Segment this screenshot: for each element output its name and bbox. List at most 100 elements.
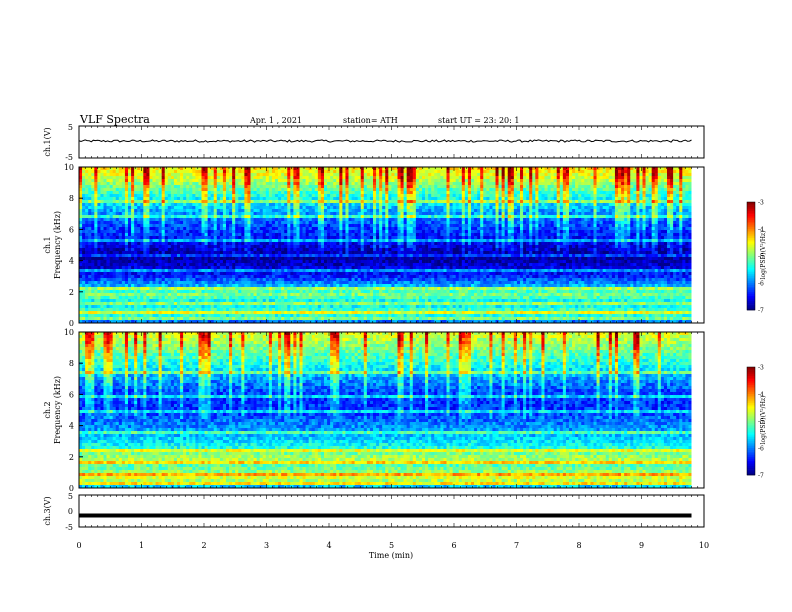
- spectrogram-cell: [115, 263, 120, 267]
- spectrogram-cell: [143, 209, 147, 213]
- spectrogram-cell: [167, 206, 172, 210]
- spectrogram-cell: [333, 182, 337, 186]
- spectrogram-cell: [118, 179, 123, 183]
- spectrogram-cell: [170, 224, 175, 228]
- spectrogram-cell: [299, 269, 303, 273]
- spectrogram-cell: [311, 305, 316, 309]
- spectrogram-cell: [232, 200, 236, 204]
- spectrogram-cell: [216, 308, 221, 312]
- spectrogram-cell: [219, 305, 224, 309]
- spectrogram-cell: [324, 242, 328, 246]
- spectrogram-cell: [229, 305, 233, 309]
- spectrogram-cell: [177, 200, 181, 204]
- spectrogram-cell: [213, 218, 218, 222]
- spectrogram-cell: [357, 176, 362, 180]
- spectrogram-cell: [186, 248, 190, 252]
- spectrogram-cell: [177, 242, 181, 246]
- spectrogram-cell: [299, 281, 303, 285]
- spectrogram-cell: [85, 308, 89, 312]
- spectrogram-cell: [253, 296, 257, 300]
- spectrogram-cell: [308, 188, 313, 192]
- spectrogram-cell: [238, 269, 242, 273]
- spectrogram-cell: [311, 200, 316, 204]
- spectrogram-cell: [281, 221, 285, 225]
- spectrogram-cell: [330, 308, 334, 312]
- spectrogram-cell: [363, 254, 368, 258]
- spectrogram-cell: [226, 266, 230, 270]
- spectrogram-cell: [348, 308, 352, 312]
- spectrogram-cell: [247, 266, 251, 270]
- spectrogram-cell: [327, 194, 331, 198]
- spectrogram-cell: [170, 266, 175, 270]
- spectrogram-cell: [238, 263, 242, 267]
- spectrogram-cell: [173, 176, 178, 180]
- spectrogram-cell: [204, 206, 208, 210]
- spectrogram-cell: [115, 191, 120, 195]
- spectrogram-cell: [88, 209, 92, 213]
- spectrogram-cell: [155, 302, 159, 306]
- spectrogram-cell: [342, 176, 346, 180]
- spectrogram-cell: [146, 200, 150, 204]
- spectrogram-cell: [106, 188, 110, 192]
- spectrogram-cell: [186, 179, 190, 183]
- spectrogram-cell: [290, 239, 294, 243]
- spectrogram-cell: [216, 242, 221, 246]
- spectrogram-cell: [357, 302, 362, 306]
- spectrogram-cell: [351, 287, 355, 291]
- spectrogram-cell: [85, 260, 89, 264]
- spectrogram-cell: [226, 281, 230, 285]
- spectrogram-cell: [284, 272, 288, 276]
- spectrogram-cell: [226, 263, 230, 267]
- spectrogram-cell: [287, 185, 291, 189]
- spectrogram-cell: [158, 191, 162, 195]
- spectrogram-cell: [342, 242, 346, 246]
- spectrogram-cell: [250, 218, 254, 222]
- spectrogram-cell: [164, 203, 169, 207]
- spectrogram-cell: [275, 290, 279, 294]
- spectrogram-cell: [363, 278, 368, 282]
- spectrogram-cell: [320, 308, 325, 312]
- spectrogram-cell: [226, 284, 230, 288]
- spectrogram-cell: [164, 230, 169, 234]
- spectrogram-cell: [146, 266, 150, 270]
- spectrogram-cell: [82, 278, 86, 282]
- spectrogram-cell: [161, 224, 166, 228]
- spectrogram-cell: [189, 236, 193, 240]
- spectrogram-cell: [100, 230, 104, 234]
- spectrogram-cell: [155, 272, 159, 276]
- spectrogram-cell: [149, 188, 153, 192]
- spectrogram-cell: [363, 242, 368, 246]
- spectrogram-cell: [170, 281, 175, 285]
- spectrogram-cell: [324, 302, 328, 306]
- spectrogram-cell: [354, 227, 358, 231]
- spectrogram-cell: [320, 194, 325, 198]
- spectrogram-cell: [164, 227, 169, 231]
- spectrogram-cell: [311, 308, 316, 312]
- spectrogram-cell: [222, 194, 227, 198]
- spectrogram-cell: [186, 233, 190, 237]
- spectrogram-cell: [320, 263, 325, 267]
- spectrogram-cell: [207, 266, 211, 270]
- spectrogram-cell: [253, 308, 257, 312]
- spectrogram-cell: [369, 290, 374, 294]
- spectrogram-cell: [121, 302, 126, 306]
- spectrogram-cell: [115, 245, 120, 249]
- spectrogram-cell: [287, 308, 291, 312]
- spectrogram-cell: [94, 239, 98, 243]
- spectrogram-cell: [128, 173, 132, 177]
- spectrogram-cell: [320, 317, 325, 321]
- spectrogram-cell: [351, 284, 355, 288]
- spectrogram-cell: [137, 233, 141, 237]
- spectrogram-cell: [112, 167, 117, 171]
- spectrogram-cell: [336, 200, 340, 204]
- spectrogram-cell: [183, 167, 187, 171]
- spectrogram-cell: [250, 170, 254, 174]
- spectrogram-cell: [296, 218, 300, 222]
- spectrogram-cell: [140, 314, 144, 318]
- spectrogram-cell: [305, 308, 309, 312]
- spectrogram-cell: [152, 197, 156, 201]
- spectrogram-cell: [369, 287, 374, 291]
- spectrogram-cell: [173, 281, 178, 285]
- spectrogram-cell: [201, 224, 205, 228]
- spectrogram-cell: [106, 209, 110, 213]
